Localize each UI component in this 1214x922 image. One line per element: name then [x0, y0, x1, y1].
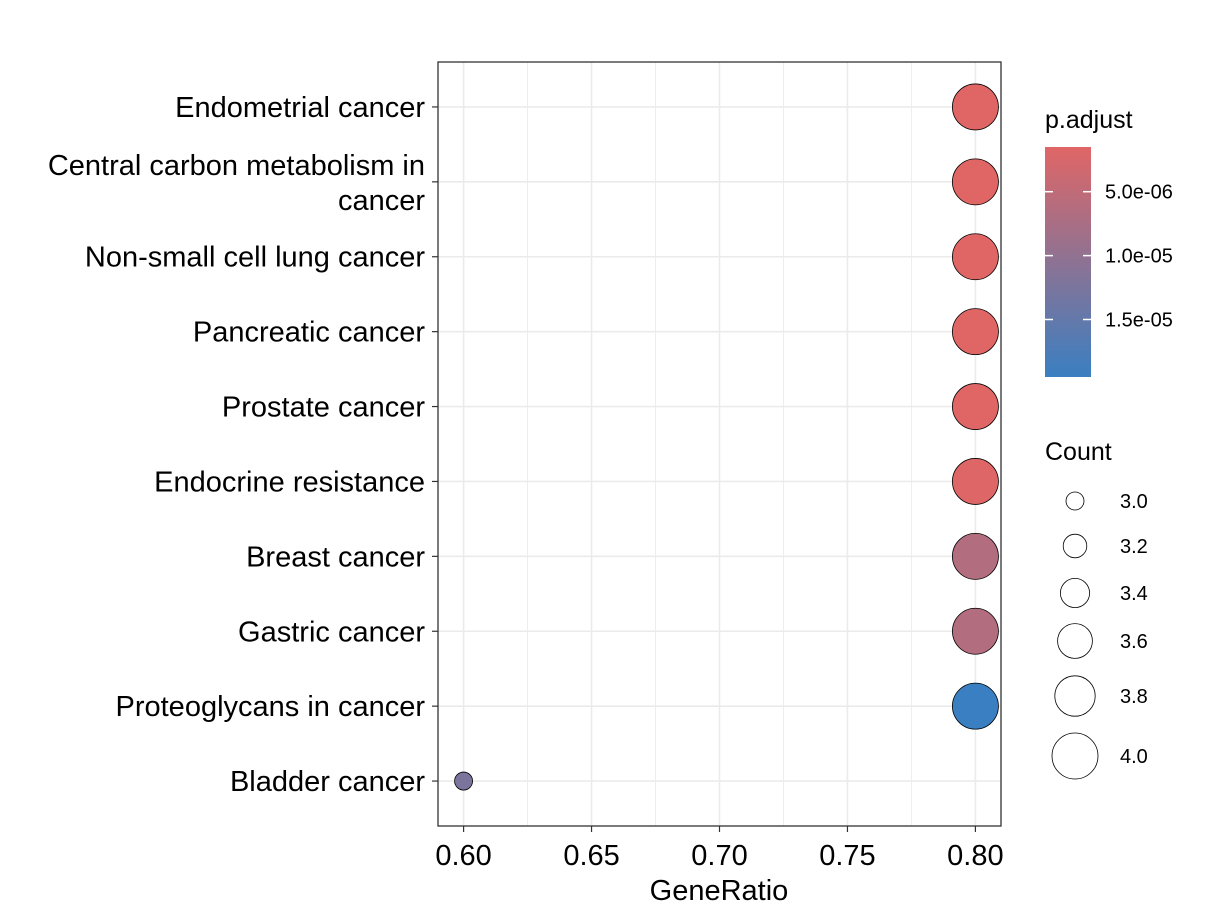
data-point — [952, 83, 999, 131]
color-legend-label: 1.0e-05 — [1105, 246, 1173, 268]
y-tick-label: Prostate cancer — [222, 392, 425, 424]
size-legend-label: 3.0 — [1120, 491, 1148, 513]
y-axis: Endometrial cancer Central carbon metabol… — [48, 92, 438, 798]
size-legend: Count 3.0 3.2 3.4 3.6 3.8 4.0 — [1045, 438, 1148, 780]
size-legend-key — [1065, 491, 1085, 511]
data-point — [952, 383, 999, 430]
size-legend-key — [1060, 578, 1091, 609]
size-legend-key — [1062, 533, 1088, 559]
y-tick-label: Endocrine resistance — [154, 466, 425, 498]
x-tick-label: 0.65 — [563, 840, 619, 872]
y-tick-label: Endometrial cancer — [175, 92, 425, 124]
color-legend-title: p.adjust — [1045, 106, 1133, 134]
size-legend-key — [1051, 732, 1099, 780]
color-legend: p.adjust 5.0e-06 1.0e-05 1.5e-05 — [1045, 106, 1173, 377]
y-tick-label: Gastric cancer — [238, 616, 425, 648]
data-point — [952, 532, 999, 580]
data-point — [952, 607, 999, 655]
color-legend-label: 1.5e-05 — [1105, 310, 1173, 332]
color-legend-bar — [1045, 147, 1091, 377]
y-tick-label-line: cancer — [338, 185, 425, 217]
data-points — [454, 83, 999, 791]
x-tick-label: 0.80 — [947, 840, 1003, 872]
data-point — [952, 233, 999, 281]
size-legend-key — [1054, 675, 1096, 717]
size-legend-label: 4.0 — [1120, 746, 1148, 768]
y-tick-label: Breast cancer — [246, 541, 425, 573]
color-legend-label: 5.0e-06 — [1105, 182, 1173, 204]
y-tick-label-line: Central carbon metabolism in — [48, 150, 425, 182]
size-legend-label: 3.8 — [1120, 686, 1148, 708]
x-tick-label: 0.70 — [691, 840, 747, 872]
data-point — [952, 158, 999, 206]
size-legend-label: 3.4 — [1120, 583, 1148, 605]
data-point — [952, 682, 999, 730]
y-tick-label: Proteoglycans in cancer — [116, 691, 426, 723]
y-tick-label: Bladder cancer — [230, 766, 425, 798]
size-legend-label: 3.6 — [1120, 631, 1148, 653]
size-legend-title: Count — [1045, 438, 1112, 466]
y-tick-label: Pancreatic cancer — [193, 317, 425, 349]
x-axis: 0.60 0.65 0.70 0.75 0.80 — [435, 826, 1004, 872]
data-point — [952, 308, 999, 356]
y-tick-label: Central carbon metabolism in cancer — [48, 150, 426, 217]
x-tick-label: 0.60 — [435, 840, 491, 872]
size-legend-label: 3.2 — [1120, 536, 1148, 558]
x-tick-label: 0.75 — [819, 840, 875, 872]
data-point — [952, 458, 999, 505]
size-legend-key — [1057, 623, 1093, 659]
x-axis-title: GeneRatio — [650, 875, 789, 907]
grid — [438, 62, 1001, 826]
y-tick-label: Non-small cell lung cancer — [85, 242, 425, 274]
data-point — [454, 771, 473, 791]
